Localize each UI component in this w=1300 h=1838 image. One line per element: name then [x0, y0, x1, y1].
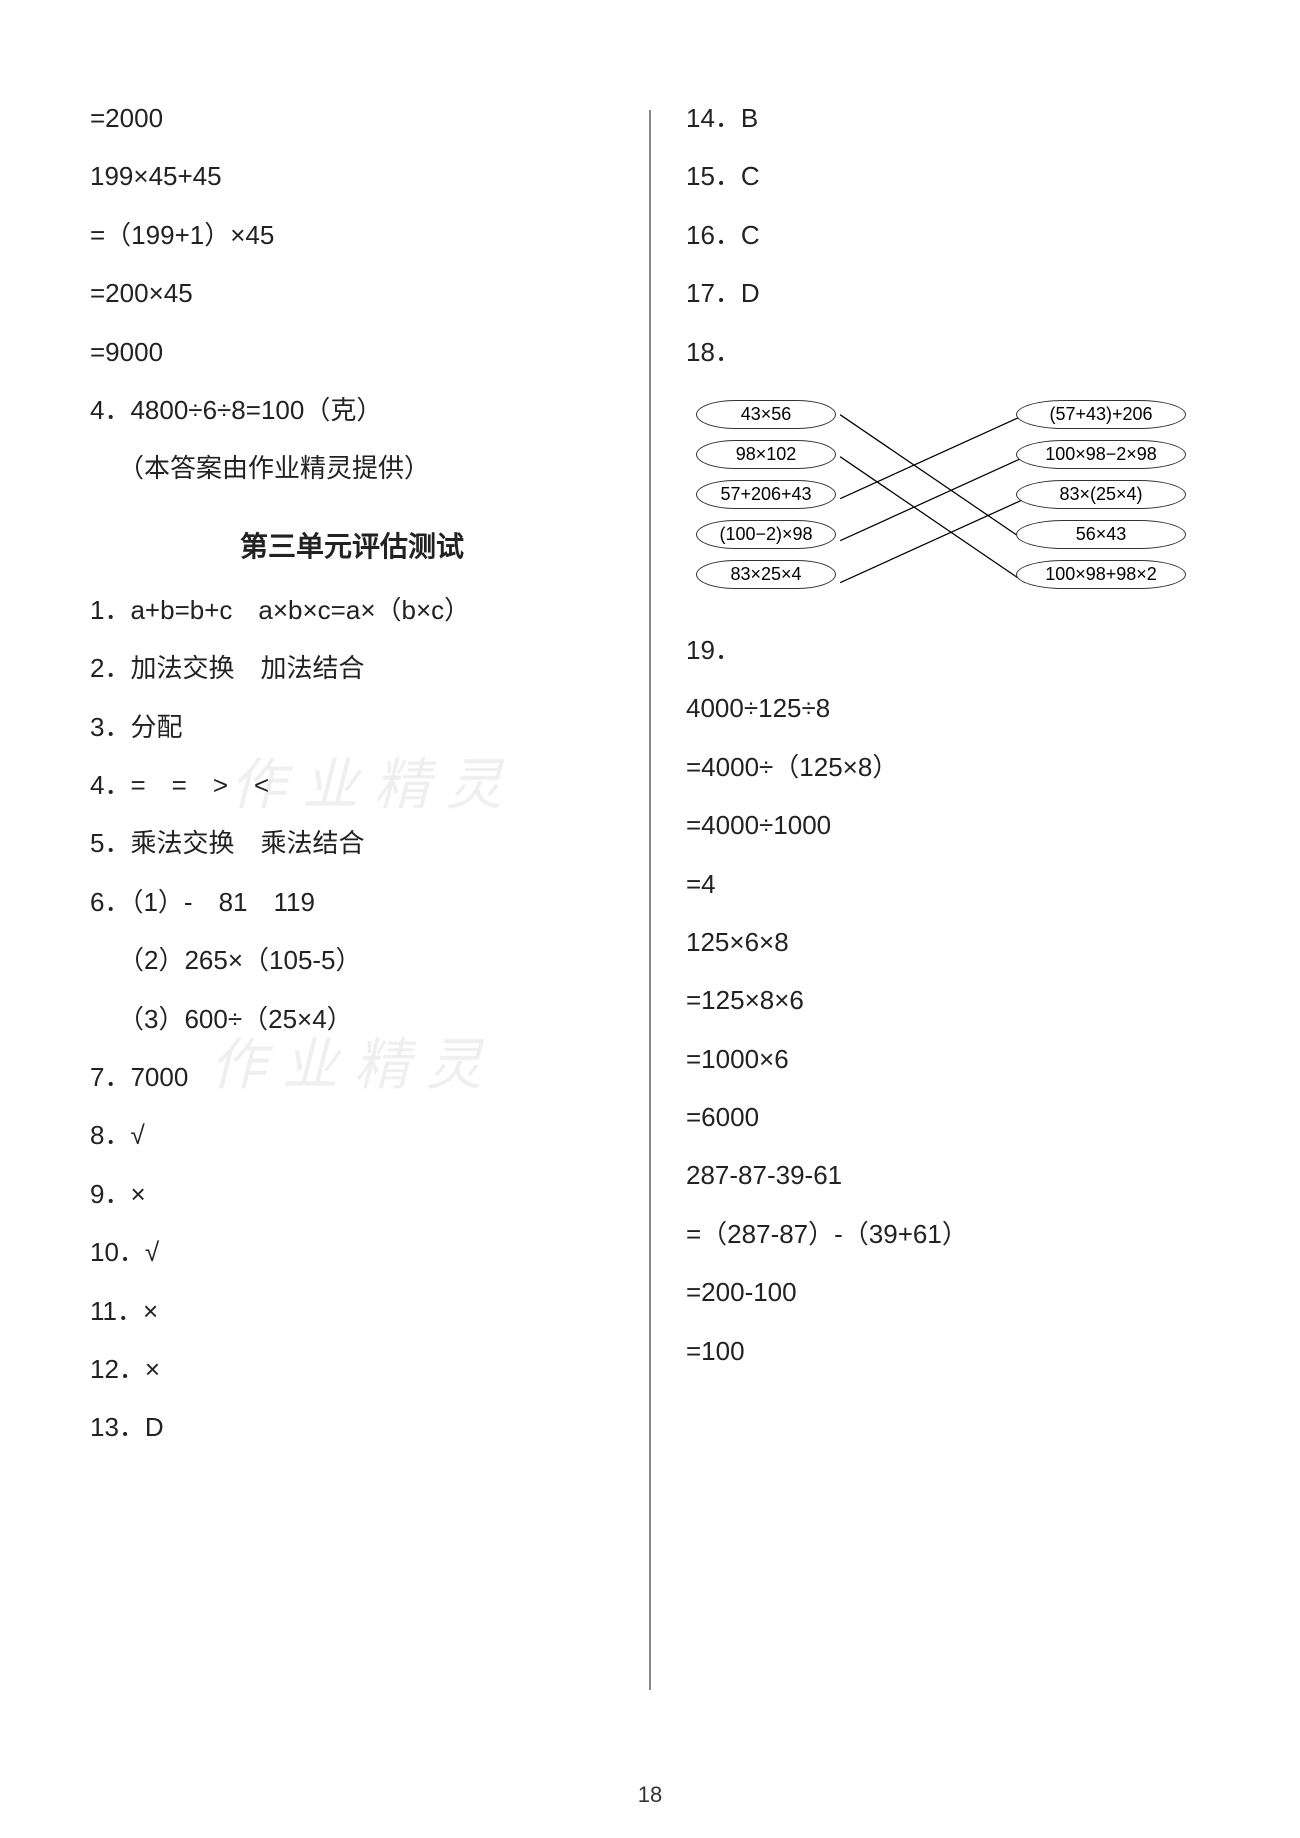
diagram-node: 100×98−2×98 — [1016, 440, 1186, 469]
text-line: 14．B — [686, 100, 1210, 136]
text-line: =4000÷（125×8） — [686, 749, 1210, 785]
diagram-node: 56×43 — [1016, 520, 1186, 549]
text-line: 8．√ — [90, 1117, 614, 1153]
text-line: （2）265×（105-5） — [90, 942, 614, 978]
text-line: 9．× — [90, 1176, 614, 1212]
text-line: =（199+1）×45 — [90, 217, 614, 253]
text-line: （本答案由作业精灵提供） — [90, 450, 614, 486]
text-line: 15．C — [686, 158, 1210, 194]
text-line: 4．= = > < — [90, 767, 614, 803]
diagram-node: (100−2)×98 — [696, 520, 836, 549]
text-line: 3．分配 — [90, 709, 614, 745]
text-line: =125×8×6 — [686, 982, 1210, 1018]
text-line: 4．4800÷6÷8=100（克） — [90, 392, 614, 428]
right-column: 14．B 15．C 16．C 17．D 18． 43×56 98×102 57+20… — [651, 100, 1210, 1660]
text-line: =200-100 — [686, 1274, 1210, 1310]
text-line: 1．a+b=b+c a×b×c=a×（b×c） — [90, 592, 614, 628]
text-line: 5．乘法交换 乘法结合 — [90, 825, 614, 861]
text-line: （3）600÷（25×4） — [90, 1001, 614, 1037]
left-column: =2000 199×45+45 =（199+1）×45 =200×45 =900… — [90, 100, 649, 1660]
section-heading: 第三单元评估测试 — [90, 527, 614, 566]
text-line: 10．√ — [90, 1234, 614, 1270]
diagram-edge — [840, 457, 1025, 541]
text-line: 11．× — [90, 1293, 614, 1329]
text-line: =200×45 — [90, 275, 614, 311]
diagram-node: 57+206+43 — [696, 480, 836, 509]
text-line: 19． — [686, 632, 1210, 668]
diagram-node: 83×(25×4) — [1016, 480, 1186, 509]
page: =2000 199×45+45 =（199+1）×45 =200×45 =900… — [0, 0, 1300, 1720]
text-line: 125×6×8 — [686, 924, 1210, 960]
text-line: 4000÷125÷8 — [686, 690, 1210, 726]
text-line: 13．D — [90, 1409, 614, 1445]
page-number: 18 — [0, 1782, 1300, 1808]
text-line: =（287-87）-（39+61） — [686, 1216, 1210, 1252]
text-line: 18． — [686, 334, 1210, 370]
text-line: =2000 — [90, 100, 614, 136]
text-line: 12．× — [90, 1351, 614, 1387]
text-line: 2．加法交换 加法结合 — [90, 650, 614, 686]
text-line: =9000 — [90, 334, 614, 370]
text-line: =4 — [686, 866, 1210, 902]
diagram-node: 43×56 — [696, 400, 836, 429]
diagram-node: 83×25×4 — [696, 560, 836, 589]
text-line: 7．7000 — [90, 1059, 614, 1095]
diagram-node: 100×98+98×2 — [1016, 560, 1186, 589]
text-line: =1000×6 — [686, 1041, 1210, 1077]
diagram-edge — [840, 499, 1025, 583]
diagram-node: 98×102 — [696, 440, 836, 469]
text-line: =6000 — [686, 1099, 1210, 1135]
text-line: 199×45+45 — [90, 158, 614, 194]
matching-diagram: 43×56 98×102 57+206+43 (100−2)×98 83×25×4 (57… — [686, 400, 1210, 610]
text-line: =100 — [686, 1333, 1210, 1369]
text-line: 16．C — [686, 217, 1210, 253]
text-line: 17．D — [686, 275, 1210, 311]
diagram-edge — [840, 415, 1025, 541]
diagram-edge — [840, 415, 1025, 499]
diagram-edge — [840, 457, 1025, 583]
text-line: 6．（1）- 81 119 — [90, 884, 614, 920]
text-line: =4000÷1000 — [686, 807, 1210, 843]
text-line: 287-87-39-61 — [686, 1157, 1210, 1193]
diagram-node: (57+43)+206 — [1016, 400, 1186, 429]
